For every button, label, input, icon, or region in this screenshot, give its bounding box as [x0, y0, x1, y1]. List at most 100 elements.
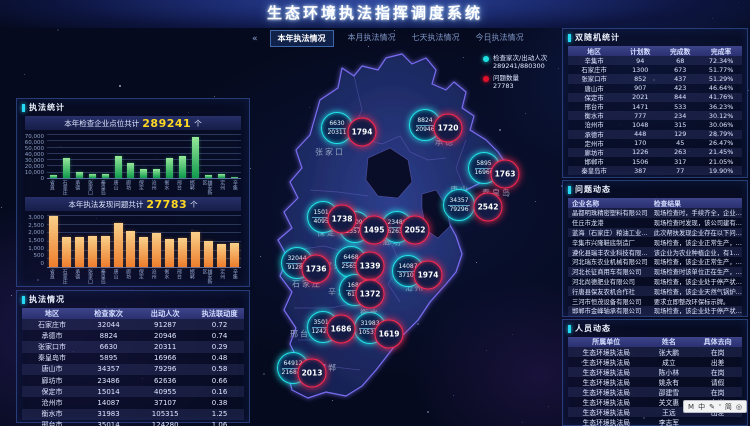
- table-row: 三河市恒茂设备有限公司 要求立即整改环保标示牌。: [568, 296, 742, 306]
- bar[interactable]: [217, 173, 225, 178]
- y-axis: 70,000 60,000 50,000 40,000 30,000 20,000 10,0…: [23, 134, 47, 182]
- table-row: 生态环境执法局 邵建雪 在岗: [568, 387, 742, 397]
- bar[interactable]: [113, 222, 123, 267]
- map-marker-problems[interactable]: 1794: [347, 117, 377, 147]
- map-marker-problems[interactable]: 1763: [490, 159, 520, 189]
- bar[interactable]: [62, 157, 70, 178]
- bar[interactable]: [88, 173, 96, 178]
- bar[interactable]: [140, 168, 148, 178]
- ime-icon-5[interactable]: ◎: [735, 402, 742, 411]
- table-cell: 生态环境执法局: [582, 359, 631, 367]
- map-marker-problems[interactable]: 1720: [433, 113, 463, 143]
- bar[interactable]: [139, 236, 149, 267]
- table-cell: 1506: [632, 157, 649, 166]
- cyan-dot-icon: [483, 56, 489, 62]
- bar[interactable]: [126, 231, 136, 267]
- table-row: 承德市 8824 20946 0.74: [22, 330, 244, 341]
- map-marker-problems[interactable]: 1372: [355, 279, 385, 309]
- bar[interactable]: [216, 243, 226, 267]
- table-cell: 844: [674, 93, 687, 102]
- table-cell: 30.06%: [708, 120, 734, 129]
- bar[interactable]: [165, 238, 175, 267]
- bar[interactable]: [75, 172, 83, 178]
- table-cell: 170: [634, 139, 647, 148]
- x-tick-label: 秦皇岛: [99, 269, 106, 284]
- ime-icon-0[interactable]: M: [688, 402, 695, 411]
- ime-toolbar[interactable]: M 中 ✎ ' 简 ◎: [683, 400, 747, 413]
- y-tick-label: 10,000: [24, 170, 44, 176]
- bar[interactable]: [127, 163, 135, 178]
- bar[interactable]: [166, 157, 174, 178]
- x-tick-label: 廊坊: [125, 269, 132, 279]
- map-marker-problems[interactable]: 1619: [374, 319, 404, 349]
- x-tick-label: 廊坊: [125, 180, 132, 190]
- table-cell: 李志军: [658, 419, 680, 426]
- bar[interactable]: [191, 232, 201, 267]
- bar[interactable]: [152, 232, 162, 267]
- map-tab[interactable]: 本月执法情况: [347, 33, 396, 42]
- table-cell: 26.47%: [708, 139, 734, 148]
- ime-icon-4[interactable]: 简: [724, 402, 732, 411]
- map-tab[interactable]: 今日执法情况: [475, 33, 524, 42]
- chart1-title-prefix: 本年检查企业点位共计: [64, 118, 140, 128]
- inspections-count: 34357: [448, 197, 470, 206]
- map-marker-problems[interactable]: 2052: [400, 215, 430, 245]
- ime-icon-1[interactable]: 中: [698, 402, 706, 411]
- map-marker-problems[interactable]: 2013: [297, 358, 327, 388]
- dispatched-count: 20311: [327, 128, 347, 136]
- column-header: 所属单位: [592, 338, 621, 346]
- ime-icon-2[interactable]: ✎: [709, 402, 715, 411]
- map-marker-problems[interactable]: 1974: [413, 260, 443, 290]
- map-marker-problems[interactable]: 1495: [359, 215, 389, 245]
- bar[interactable]: [49, 175, 57, 178]
- table-row: 生态环境执法局 陈小林 在岗: [568, 367, 742, 377]
- table-cell: 蓝海（石家庄）粮油工业有限…: [572, 229, 650, 237]
- inspections-count: 8824: [416, 117, 434, 126]
- map-tab[interactable]: 七天执法情况: [411, 33, 460, 42]
- map-marker-problems[interactable]: 2542: [473, 192, 503, 222]
- table-cell: 34357: [97, 365, 120, 374]
- inspections-count: 14087: [397, 263, 419, 272]
- column-header: 地区: [587, 48, 601, 56]
- map-marker-inspections[interactable]: 34357 79296: [443, 189, 475, 221]
- bar[interactable]: [48, 216, 58, 267]
- bar[interactable]: [153, 169, 161, 178]
- map-marker-problems[interactable]: 1736: [301, 254, 331, 284]
- bar[interactable]: [61, 236, 71, 267]
- map-city-label: 张家口: [315, 147, 345, 157]
- bar[interactable]: [101, 174, 109, 178]
- x-tick-label: 邯郸: [188, 269, 195, 279]
- collapse-arrow-icon[interactable]: «: [252, 33, 258, 44]
- ime-icon-3[interactable]: ': [718, 402, 721, 411]
- bar[interactable]: [178, 237, 188, 267]
- bar[interactable]: [205, 175, 213, 178]
- column-header: 具体去向: [703, 338, 732, 346]
- gridline: [47, 152, 241, 154]
- map-city-label: 定州: [324, 261, 344, 271]
- bar[interactable]: [87, 235, 97, 267]
- plot-area: [47, 215, 241, 268]
- x-tick-label: 辛集: [231, 180, 238, 190]
- map-tab[interactable]: 本年执法情况: [269, 30, 334, 47]
- bar[interactable]: [204, 241, 214, 267]
- table-cell: 此次帮扶发现企业存在以下问…: [653, 229, 742, 237]
- map-marker-problems[interactable]: 1738: [327, 204, 357, 234]
- dispatched-count: 105315: [358, 328, 382, 336]
- table-cell: 777: [634, 111, 647, 120]
- bar[interactable]: [74, 237, 84, 267]
- bar[interactable]: [114, 156, 122, 178]
- column-header: 企业名称: [572, 200, 600, 208]
- bar[interactable]: [230, 176, 238, 178]
- map-marker-problems[interactable]: 1339: [355, 251, 385, 281]
- bar[interactable]: [100, 236, 110, 267]
- table-cell: 现场检查，该企业天然气锅炉…: [653, 288, 742, 296]
- table-row: 保定市 2021 844 41.76%: [568, 92, 742, 102]
- x-tick-label: 辛集: [231, 269, 238, 279]
- table-cell: 14087: [97, 398, 120, 407]
- table-cell: 0.48: [211, 354, 228, 363]
- bar[interactable]: [192, 137, 200, 178]
- table-row: 定州市 170 45 26.47%: [568, 139, 742, 148]
- map-marker-problems[interactable]: 1686: [326, 314, 356, 344]
- bar[interactable]: [179, 156, 187, 178]
- bar[interactable]: [229, 243, 239, 267]
